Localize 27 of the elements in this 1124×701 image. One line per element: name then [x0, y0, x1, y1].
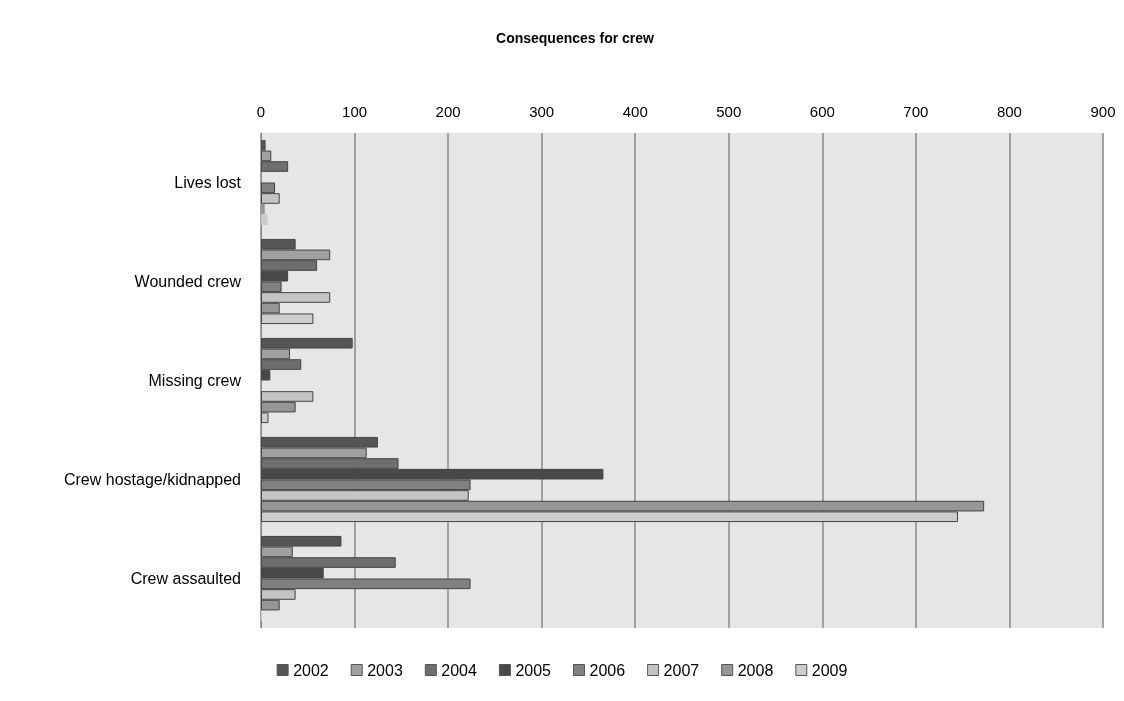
y-tick-label: Missing crew [148, 372, 242, 389]
legend-label: 2007 [663, 661, 700, 679]
legend-label: 2005 [515, 661, 552, 679]
legend-label: 2008 [737, 661, 774, 679]
x-tick-label: 800 [996, 103, 1022, 120]
y-tick-label: Crew hostage/kidnapped [63, 471, 241, 488]
x-tick-label: 900 [1090, 103, 1116, 120]
bar [261, 203, 265, 215]
legend-label: 2009 [811, 661, 848, 679]
legend-label: 2006 [589, 661, 626, 679]
chart-title: Consequences for crew [496, 30, 655, 46]
y-tick-label: Crew assaulted [130, 570, 241, 587]
x-tick-label: 700 [903, 103, 929, 120]
bar [261, 139, 266, 151]
bar [261, 214, 268, 226]
y-tick-label: Lives lost [174, 174, 242, 191]
x-tick-label: 400 [622, 103, 648, 120]
y-tick-label: Wounded crew [134, 273, 242, 290]
legend-label: 2004 [441, 661, 478, 679]
x-tick-label: 600 [809, 103, 835, 120]
legend-label: 2002 [293, 661, 329, 679]
x-tick-label: 0 [256, 103, 266, 120]
x-tick-label: 500 [716, 103, 742, 120]
x-tick-label: 200 [435, 103, 461, 120]
x-tick-label: 300 [529, 103, 555, 120]
legend-label: 2003 [367, 661, 403, 679]
x-tick-label: 100 [342, 103, 368, 120]
